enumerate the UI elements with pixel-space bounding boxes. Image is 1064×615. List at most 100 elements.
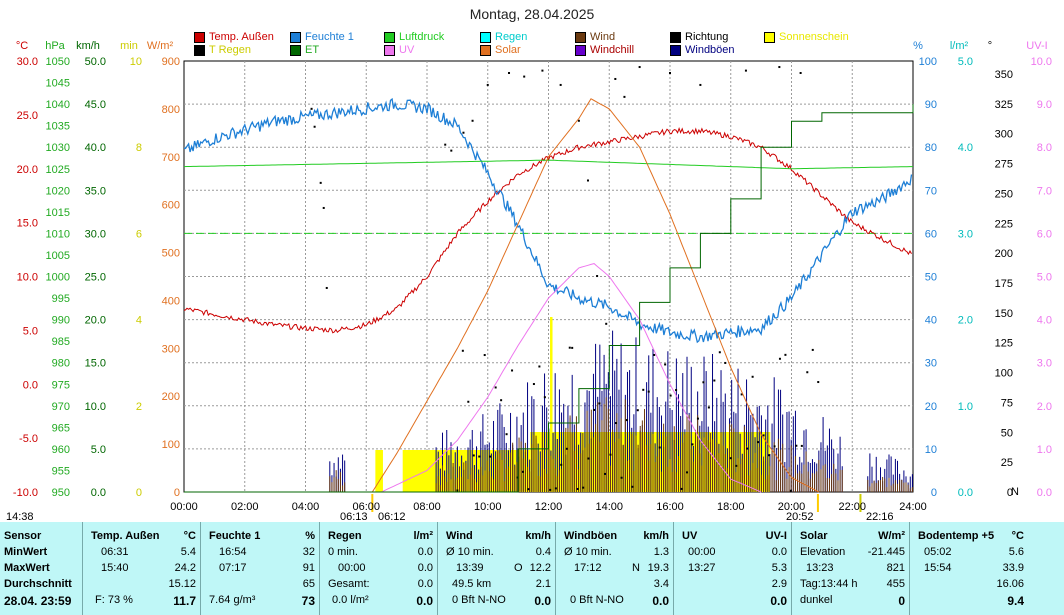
direction-dot <box>799 72 802 74</box>
y-tick-deg: 275 <box>995 159 1013 171</box>
direction-dot <box>718 351 721 354</box>
y-tick-pct: 60 <box>925 228 937 240</box>
y-tick-deg: 0 <box>1007 487 1013 499</box>
x-tick-label: 20:00 <box>778 501 806 513</box>
y-tick-uvi: 0.0 <box>1037 487 1052 499</box>
y-tick-pct: 40 <box>925 315 937 327</box>
direction-dot <box>817 381 820 384</box>
direction-dot <box>696 417 699 420</box>
y-tick-kmh: 15.0 <box>85 358 106 370</box>
direction-dot <box>571 346 574 349</box>
direction-dot <box>471 119 474 122</box>
x-tick-label: 22:00 <box>838 501 866 513</box>
y-tick-deg: 300 <box>995 129 1013 141</box>
unit-wm2: W/m² <box>147 40 174 52</box>
legend-item-windchill: Windchill <box>575 44 634 56</box>
direction-dot <box>789 489 792 492</box>
y-tick-pct: 70 <box>925 185 937 197</box>
legend-item-sunshine: Sonnenschein <box>764 31 849 43</box>
y-tick-kmh: 50.0 <box>85 56 106 68</box>
direction-dot <box>806 371 809 374</box>
footer-sunrise: 06:13 <box>340 511 368 522</box>
y-tick-wm2: 900 <box>162 56 180 68</box>
series-layer <box>183 97 914 512</box>
direction-dot <box>462 131 465 134</box>
uv-section: UV UV-I 00:00 0.0 13:27 5.3 2.9 0.0 <box>674 522 792 615</box>
y-tick-hpa: 1045 <box>46 78 70 90</box>
direction-dot <box>669 394 672 397</box>
unit-temp: °C <box>16 40 28 52</box>
y-tick-pct: 50 <box>925 272 937 284</box>
y-tick-uvi: 1.0 <box>1037 444 1052 456</box>
y-tick-wm2: 500 <box>162 248 180 260</box>
x-tick-label: 12:00 <box>535 501 563 513</box>
direction-dot <box>625 419 628 422</box>
y-tick-hpa: 1050 <box>46 56 70 68</box>
y-tick-kmh: 45.0 <box>85 99 106 111</box>
y-tick-hpa: 990 <box>52 315 70 327</box>
y-tick-hpa: 965 <box>52 422 70 434</box>
legend-item-humidity: Feuchte 1 <box>290 31 354 43</box>
y-tick-hpa: 995 <box>52 293 70 305</box>
y-tick-lm2: 2.0 <box>958 315 973 327</box>
direction-dot <box>605 322 608 325</box>
y-tick-wm2: 0 <box>174 487 180 499</box>
direction-dot <box>811 348 814 351</box>
y-tick-deg: 175 <box>995 278 1013 290</box>
y-tick-pct: 0 <box>931 487 937 499</box>
unit-pct: % <box>913 40 923 52</box>
direction-dot <box>325 286 328 289</box>
y-tick-hpa: 1030 <box>46 142 70 154</box>
y-tick-kmh: 35.0 <box>85 185 106 197</box>
direction-dot <box>559 83 562 86</box>
direction-dot <box>508 72 511 74</box>
y-tick-temp: 20.0 <box>17 164 38 176</box>
y-tick-deg: 325 <box>995 99 1013 111</box>
y-tick-hpa: 975 <box>52 379 70 391</box>
y-tick-deg: 150 <box>995 308 1013 320</box>
y-tick-hpa: 1040 <box>46 99 70 111</box>
x-tick-label: 16:00 <box>656 501 684 513</box>
direction-dot <box>310 107 313 110</box>
direction-dot <box>691 443 694 446</box>
y-tick-pct: 90 <box>925 99 937 111</box>
direction-dot <box>778 357 781 360</box>
y-tick-lm2: 1.0 <box>958 401 973 413</box>
stats-panel: Sensor MinWert MaxWert Durchschnitt 28.0… <box>0 522 1064 615</box>
y-tick-pct: 100 <box>919 56 937 68</box>
x-tick-label: 00:00 <box>170 501 198 513</box>
humidity-section: Feuchte 1% 16:54 32 07:17 91 65 7.64 g/m³ 7… <box>201 522 320 615</box>
y-tick-kmh: 25.0 <box>85 272 106 284</box>
footer-sunrise2: 06:12 <box>378 511 406 522</box>
direction-dot <box>707 406 710 409</box>
sunshine-bar <box>402 450 455 492</box>
direction-dot <box>549 488 552 491</box>
y-tick-kmh: 10.0 <box>85 401 106 413</box>
direction-dot <box>778 66 781 69</box>
y-tick-min: 0 <box>136 487 142 499</box>
x-tick-label: 18:00 <box>717 501 745 513</box>
direction-dot <box>800 444 803 447</box>
series-line-luftdruck <box>183 159 913 170</box>
direction-dot <box>680 487 683 490</box>
y-tick-temp: 30.0 <box>17 56 38 68</box>
y-tick-deg: 350 <box>995 69 1013 81</box>
direction-dot <box>560 463 563 466</box>
y-tick-hpa: 955 <box>52 465 70 477</box>
y-tick-pct: 80 <box>925 142 937 154</box>
y-tick-hpa: 970 <box>52 401 70 413</box>
y-tick-temp: 5.0 <box>23 325 38 337</box>
direction-dot <box>609 453 612 456</box>
y-tick-min: 10 <box>130 56 142 68</box>
weather-chart: °C hPa km/h min W/m² % l/m² ° UV-I 00:00… <box>6 40 1052 522</box>
y-tick-lm2: 3.0 <box>958 228 973 240</box>
y-tick-uvi: 8.0 <box>1037 142 1052 154</box>
direction-dot <box>675 389 678 392</box>
y-tick-kmh: 5.0 <box>91 444 106 456</box>
direction-dot <box>603 472 606 475</box>
y-tick-temp: 15.0 <box>17 218 38 230</box>
footer-moonset: 22:16 <box>866 511 894 522</box>
footer-sunset: 20:52 <box>786 511 814 522</box>
direction-dot <box>568 346 571 349</box>
y-tick-wm2: 600 <box>162 200 180 212</box>
